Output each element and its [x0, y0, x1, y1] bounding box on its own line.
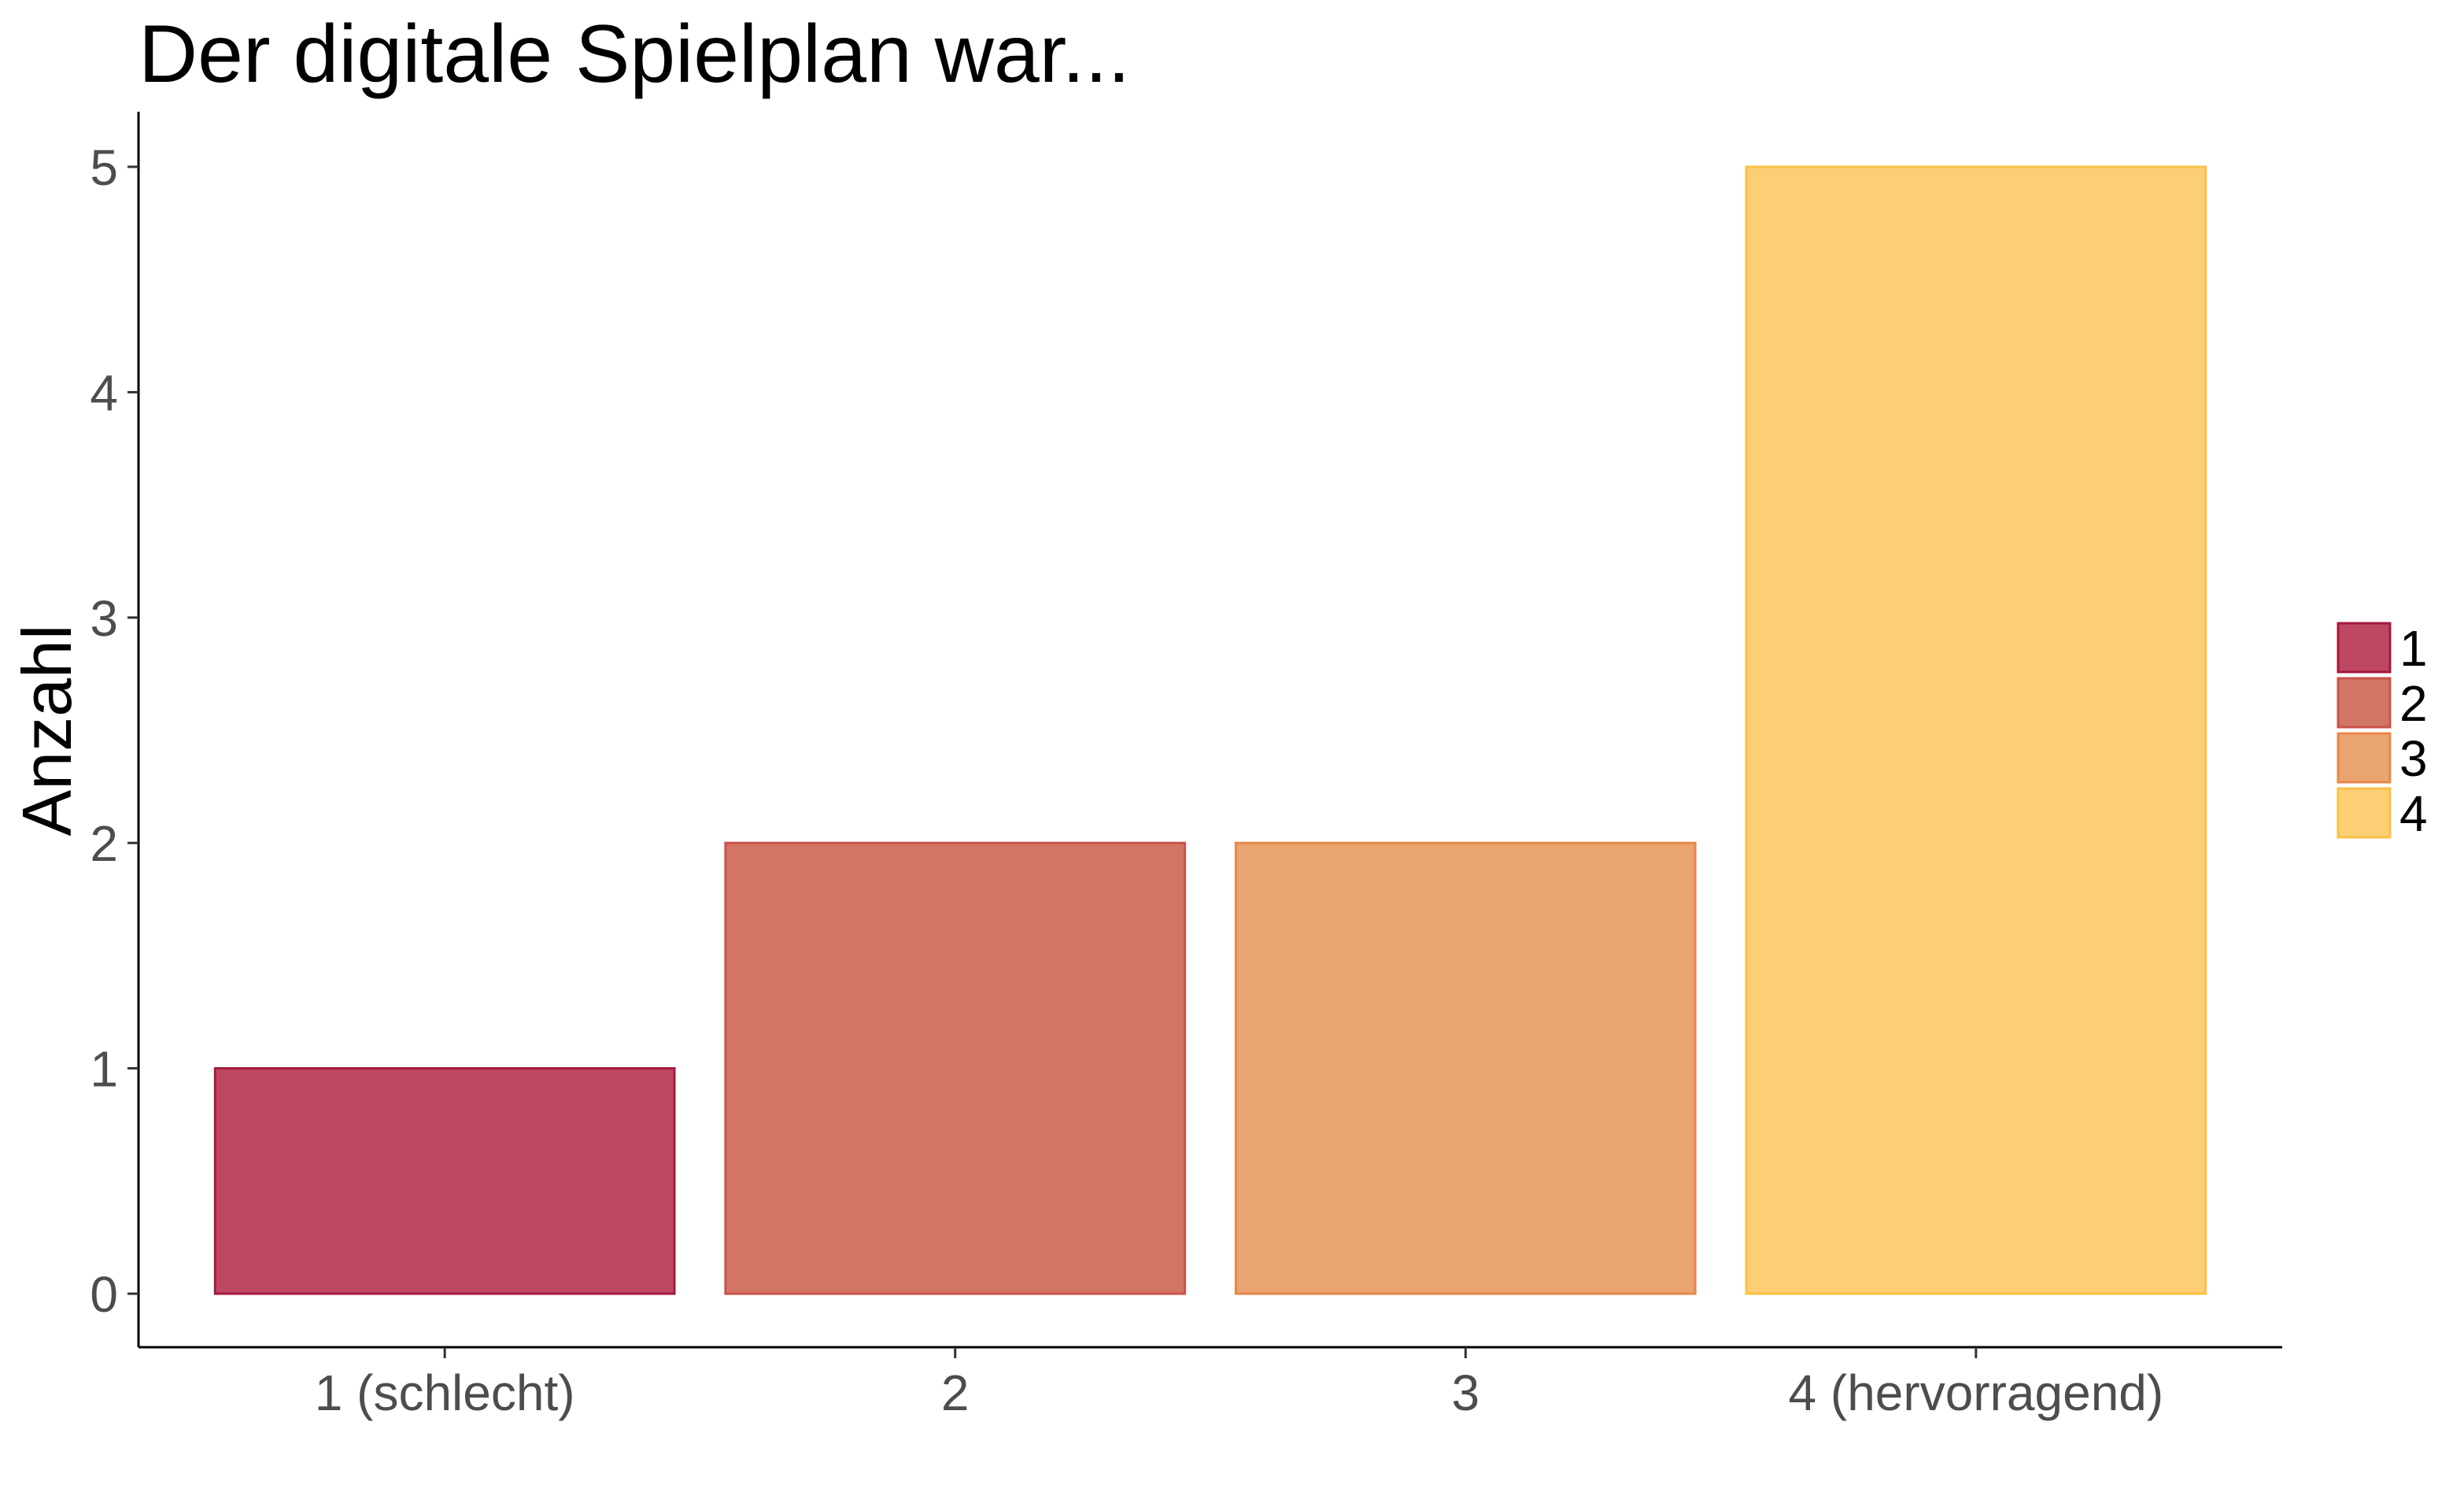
axes-layer: 0 1 2 3 4 5 1 (schlecht) 2 3 4 (hervorragend): [90, 112, 2282, 1421]
legend-label-2: 2: [2399, 675, 2428, 732]
bar-1: [213, 1067, 676, 1295]
y-tick-label: 2: [90, 815, 118, 872]
y-tick-label: 0: [90, 1266, 118, 1323]
legend-label-1: 1: [2399, 620, 2428, 677]
legend-label-3: 3: [2399, 730, 2428, 787]
y-tick-label: 3: [90, 590, 118, 647]
y-tick-label: 1: [90, 1041, 118, 1098]
bar-4: [1745, 165, 2207, 1295]
x-tick-label: 3: [1451, 1365, 1480, 1421]
y-axis-title: Anzahl: [8, 624, 86, 836]
legend-swatch-2: [2337, 677, 2392, 729]
chart-title: Der digitale Spielplan war...: [139, 9, 1130, 100]
legend-swatch-1: [2337, 622, 2392, 674]
y-tick-label: 4: [90, 364, 118, 421]
y-tick-label: 5: [90, 139, 118, 196]
legend-label-4: 4: [2399, 785, 2428, 842]
x-tick-label: 1 (schlecht): [315, 1365, 575, 1421]
bar-3: [1234, 841, 1697, 1295]
bars-layer: [213, 165, 2207, 1295]
x-tick-label: 4 (hervorragend): [1789, 1365, 2164, 1421]
bar-2: [724, 841, 1187, 1295]
legend-swatch-4: [2337, 787, 2392, 839]
legend-swatch-3: [2337, 732, 2392, 784]
x-tick-label: 2: [941, 1365, 970, 1421]
